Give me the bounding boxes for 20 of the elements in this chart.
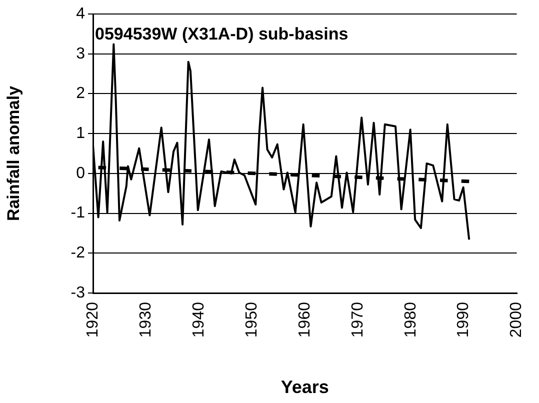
x-tick-label: 1940	[190, 302, 208, 338]
y-tick-label: -2	[70, 244, 86, 262]
y-tick-label: 2	[76, 85, 86, 102]
x-tick-label: 1930	[137, 302, 154, 338]
x-tick-label: 1920	[84, 302, 102, 338]
x-tick-label: 1980	[402, 302, 420, 338]
y-tick-label: -1	[70, 204, 86, 222]
x-tick-label: 1970	[349, 302, 366, 338]
text: 0594539W (X31A-D) sub-basins	[95, 24, 348, 44]
y-tick-label: 0	[76, 164, 86, 182]
x-tick-label: 1960	[296, 302, 314, 338]
x-tick-label: 1990	[455, 302, 472, 338]
y-tick-label: 4	[76, 5, 86, 22]
x-axis-title: Years	[280, 377, 329, 398]
y-axis-title: Rainfall anomaly	[4, 85, 23, 222]
y-tick-label: 3	[76, 45, 86, 62]
y-tick-label: -3	[70, 284, 86, 302]
x-tick-label: 1950	[243, 302, 260, 338]
x-tick-label: 2000	[508, 302, 526, 338]
y-tick-label: 1	[76, 124, 86, 142]
